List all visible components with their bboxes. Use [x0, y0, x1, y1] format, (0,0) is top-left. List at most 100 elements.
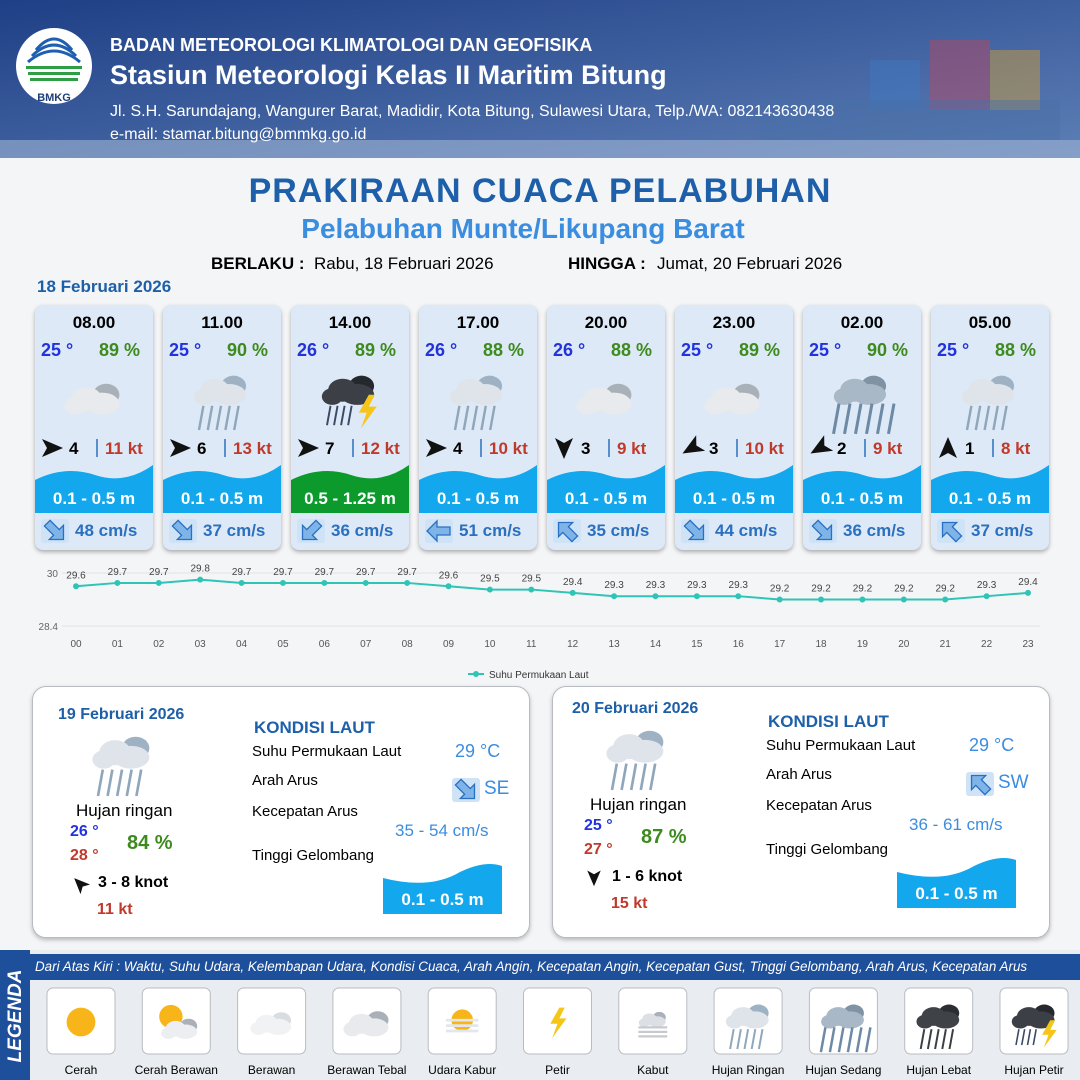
agency: BADAN METEOROLOGI KLIMATOLOGI DAN GEOFIS…: [110, 35, 593, 55]
from-date: Rabu, 18 Februari 2026: [314, 254, 494, 273]
x-tick-label: 09: [443, 639, 455, 650]
gust: 8 kt: [1001, 439, 1031, 458]
rain: [197, 405, 205, 431]
sst-point: [238, 579, 245, 586]
rain: [1026, 1029, 1032, 1046]
current-speed: 44 cm/s: [715, 521, 778, 540]
cloud-part: [596, 392, 632, 415]
from-label: BERLAKU :: [211, 254, 305, 273]
email: e-mail: stamar.bitung@bmmkg.go.id: [110, 126, 367, 143]
time: 20.00: [584, 313, 628, 332]
forecast-card: 14.00 26 ° 89 % 7 12 kt 0.5 - 1.25 m 36 cm/s: [291, 305, 409, 550]
current-dir: SW: [998, 772, 1029, 793]
wave-height: 0.1 - 0.5 m: [564, 489, 648, 508]
forecast-card: 23.00 25 ° 89 % 3 10 kt 0.1 - 0.5 m 44 cm/s: [675, 305, 793, 550]
wave-height: 0.1 - 0.5 m: [915, 884, 998, 903]
x-tick-label: 15: [691, 639, 703, 650]
cloud-part: [250, 1022, 267, 1035]
rain: [1020, 1029, 1026, 1046]
rain: [832, 403, 841, 435]
current-speed: 48 cm/s: [75, 521, 138, 540]
wave-band: [163, 465, 281, 513]
lightning: [1042, 1020, 1057, 1048]
weather: Hujan ringan: [76, 801, 173, 820]
rain: [750, 1029, 757, 1050]
logo-arc: [27, 49, 81, 64]
forecast-card: 11.00 25 ° 90 % 6 13 kt 0.1 - 0.5 m 37 cm/s: [163, 305, 281, 550]
sst-point: [404, 579, 411, 586]
time: 05.00: [968, 313, 1012, 332]
rain: [462, 405, 470, 431]
rain: [326, 405, 332, 426]
time: 23.00: [712, 313, 756, 332]
cloud-part: [193, 388, 215, 405]
wave-height: 0.1 - 0.5 m: [820, 489, 904, 508]
x-tick-label: 11: [526, 639, 537, 650]
rain: [983, 405, 991, 431]
rain: [992, 405, 999, 431]
gust: 12 kt: [361, 439, 400, 458]
rain: [843, 403, 852, 435]
wind-arrow: [555, 438, 573, 459]
rain: [480, 405, 487, 431]
air-temp: 26 °: [553, 340, 586, 360]
sea-label: Kecepatan Arus: [252, 803, 358, 820]
cloud-part: [741, 1011, 769, 1029]
gust: 9 kt: [617, 439, 647, 458]
sst-line: [75, 578, 1029, 601]
air-temp: 25 °: [681, 340, 714, 360]
humidity: 90 %: [227, 340, 269, 360]
current-arrow: [941, 521, 963, 543]
sea-label: Suhu Permukaan Laut: [766, 737, 916, 754]
day-date: 20 Februari 2026: [572, 700, 699, 717]
sst-point: [73, 583, 79, 590]
wave-band: [35, 465, 153, 513]
sst-point: [693, 593, 700, 600]
header-scenery: [990, 50, 1040, 110]
to-label: HINGGA :: [568, 254, 646, 273]
x-tick-label: 13: [609, 639, 621, 650]
wind-speed: 7: [325, 439, 335, 458]
wind-arrow: [42, 439, 63, 457]
rain: [471, 405, 479, 431]
value-label: 29.3: [604, 580, 624, 591]
wave-height: 0.1 - 0.5 m: [436, 489, 520, 508]
legend-item: Kabut: [637, 1063, 669, 1077]
to-date: Jumat, 20 Februari 2026: [657, 254, 843, 273]
sst: 29 °C: [455, 741, 501, 761]
current-speed: 37 cm/s: [971, 521, 1034, 540]
rain: [347, 405, 353, 426]
cloud-part: [212, 384, 247, 405]
sst-point: [776, 596, 783, 603]
air-temp: 25 °: [937, 340, 970, 360]
sst-point: [611, 593, 618, 600]
legend-label: Suhu Permukaan Laut: [489, 670, 589, 681]
header-scenery: [870, 60, 920, 110]
wave-band: [547, 465, 665, 513]
logo-stripe: [30, 78, 78, 81]
cloud-part: [84, 392, 120, 415]
rain: [876, 403, 885, 435]
rain: [215, 405, 223, 431]
wind-speed: 1: [965, 439, 975, 458]
legend-item: Udara Kabur: [428, 1063, 497, 1077]
sst-point: [818, 596, 825, 603]
value-label: 29.4: [1018, 577, 1038, 588]
rain: [1015, 1029, 1020, 1046]
cloud-part: [1027, 1011, 1055, 1029]
legend-item: Hujan Sedang: [805, 1063, 882, 1077]
rain: [1032, 1029, 1037, 1046]
sst-point: [362, 579, 369, 586]
current-arrow: [171, 519, 193, 541]
sst-chart: 28.4 30 29.6 00 29.7 01 29.7 02 29.8 03 29.7 04 29.7…: [39, 564, 1040, 681]
sea-label: Arah Arus: [252, 772, 318, 789]
wave-height: 0.1 - 0.5 m: [692, 489, 776, 508]
value-label: 29.7: [356, 567, 376, 578]
gust: 9 kt: [873, 439, 903, 458]
cloud-part: [648, 1016, 666, 1028]
cloud-part: [161, 1027, 176, 1039]
value-label: 29.6: [439, 570, 459, 581]
cloud-part: [468, 384, 503, 405]
sst-point: [197, 576, 204, 583]
